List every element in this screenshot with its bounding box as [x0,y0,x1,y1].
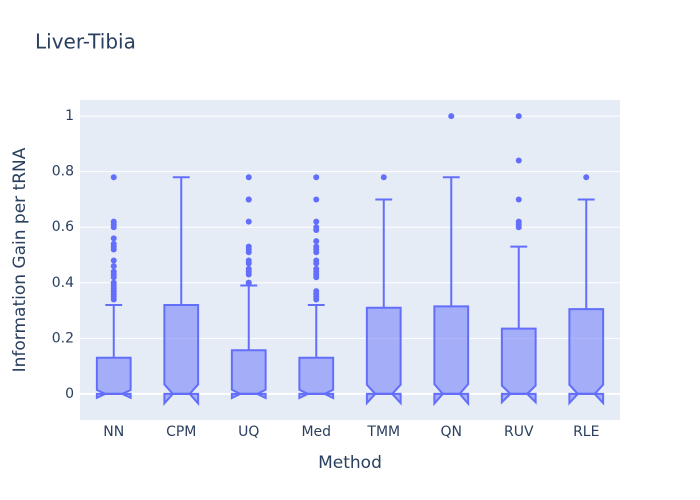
outlier [583,174,590,181]
box [298,356,335,400]
x-tick-label: UQ [238,424,259,440]
outlier [515,113,522,120]
outlier [245,243,252,250]
outlier [313,224,320,231]
x-tick-label: CPM [166,424,196,440]
outlier [245,279,252,286]
box [365,306,402,406]
outlier [110,279,117,286]
y-tick-label: 1 [65,108,74,124]
x-tick-label: QN [441,424,463,440]
outlier [313,265,320,272]
x-tick-label: RLE [573,424,599,440]
y-tick-label: 0 [65,386,74,402]
outlier [110,218,117,225]
box [568,308,605,406]
y-tick-label: 0.6 [52,219,74,235]
outlier [245,265,252,272]
y-tick-label: 0.4 [52,275,74,291]
outlier [313,243,320,250]
plot-area [80,100,620,420]
y-tick-label: 0.2 [52,330,74,346]
box [163,304,200,406]
outlier [110,257,117,264]
outlier [110,263,117,270]
outlier [313,257,320,264]
outlier [110,235,117,242]
outlier [515,196,522,203]
x-tick-label: NN [103,424,124,440]
x-tick-label: Med [301,424,331,440]
outlier [245,196,252,203]
outlier [313,238,320,245]
outlier [245,218,252,225]
box [95,356,132,400]
outlier [110,268,117,275]
outlier [110,240,117,247]
outlier [515,157,522,164]
outlier [313,218,320,225]
outlier [313,174,320,181]
box [230,349,267,400]
outlier [245,257,252,264]
y-tick-label: 0.8 [52,164,74,180]
outlier [245,174,252,181]
y-axis-title: Information Gain per tRNA [10,147,30,372]
outlier [448,113,455,120]
x-axis-title: Method [318,453,382,473]
chart-title: Liver-Tibia [35,30,136,54]
outlier [515,218,522,225]
x-tick-label: RUV [504,424,534,440]
outlier [110,174,117,181]
box [433,305,470,407]
outlier [380,174,387,181]
box [500,327,537,405]
outlier [313,196,320,203]
outlier [313,288,320,295]
x-tick-label: TMM [366,424,400,440]
